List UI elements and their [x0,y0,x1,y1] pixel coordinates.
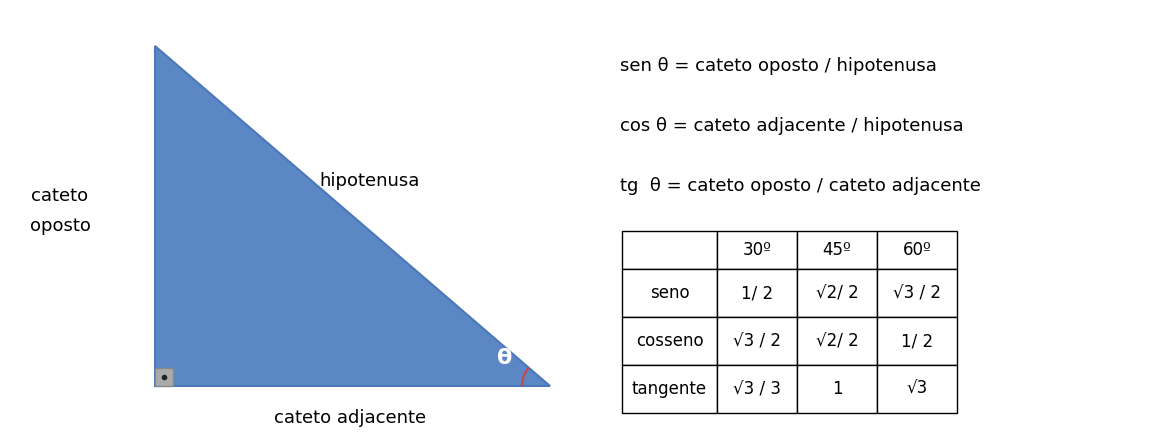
Bar [797,365,877,413]
Text: 1/ 2: 1/ 2 [901,332,933,350]
Bar [877,269,958,317]
Text: sen θ = cateto oposto / hipotenusa: sen θ = cateto oposto / hipotenusa [620,57,936,75]
Bar [877,231,958,269]
Text: 60º: 60º [902,241,932,259]
Text: cateto adjacente: cateto adjacente [274,409,427,427]
Bar [797,317,877,365]
Polygon shape [155,46,550,386]
Text: 1: 1 [832,380,843,398]
Bar [155,368,173,386]
Text: tg  θ = cateto oposto / cateto adjacente: tg θ = cateto oposto / cateto adjacente [620,177,981,195]
Bar [717,317,797,365]
Bar [877,365,958,413]
Text: √3: √3 [906,380,927,398]
Text: √2/ 2: √2/ 2 [816,332,858,350]
Bar [622,231,717,269]
Text: cosseno: cosseno [635,332,703,350]
Text: cos θ = cateto adjacente / hipotenusa: cos θ = cateto adjacente / hipotenusa [620,117,963,135]
Bar [622,269,717,317]
Text: √3 / 3: √3 / 3 [732,380,781,398]
Bar [877,317,958,365]
Bar [717,269,797,317]
Bar [622,365,717,413]
Text: cateto: cateto [32,187,89,205]
Text: tangente: tangente [632,380,707,398]
Text: seno: seno [649,284,689,302]
Text: θ: θ [497,348,512,368]
Bar [797,231,877,269]
Text: √3 / 2: √3 / 2 [732,332,781,350]
Bar [717,231,797,269]
Text: oposto: oposto [29,217,90,235]
Bar [622,317,717,365]
Text: 45º: 45º [823,241,851,259]
Bar [797,269,877,317]
Text: √2/ 2: √2/ 2 [816,284,858,302]
Text: hipotenusa: hipotenusa [320,172,421,190]
Text: 30º: 30º [743,241,771,259]
Bar [717,365,797,413]
Text: 1/ 2: 1/ 2 [741,284,774,302]
Text: √3 / 2: √3 / 2 [893,284,941,302]
